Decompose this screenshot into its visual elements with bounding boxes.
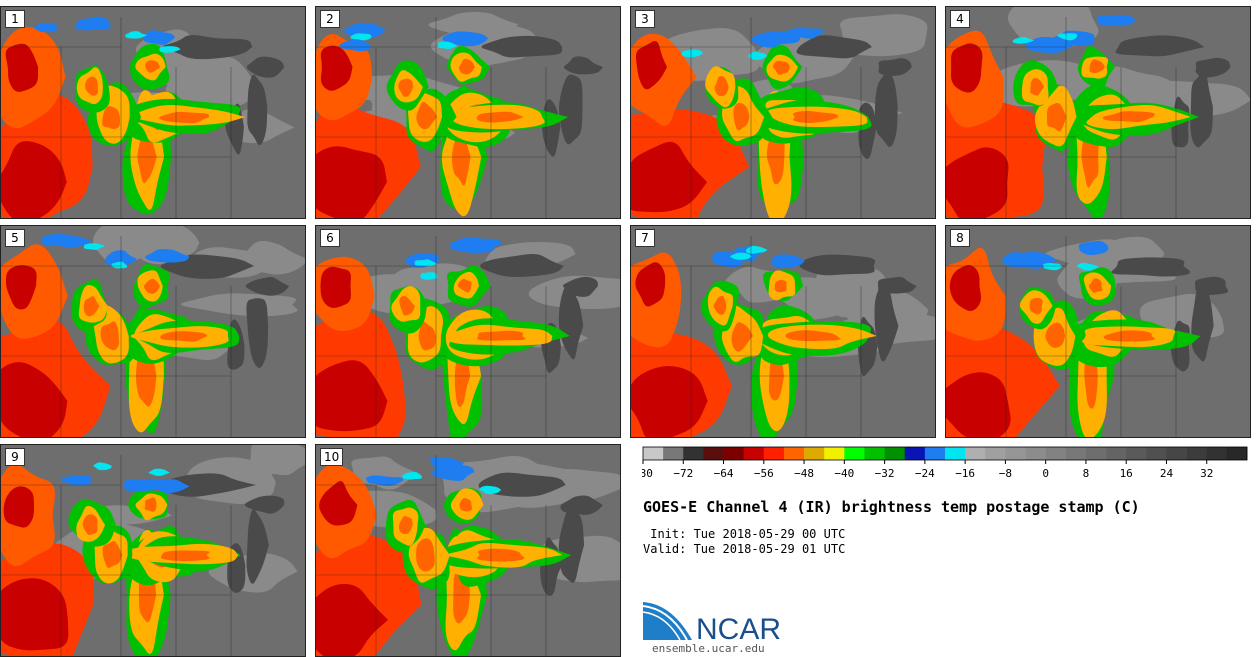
ensemble-member-panel: 7 [630,225,936,438]
ensemble-member-panel: 9 [0,444,306,657]
colorbar-segment [965,447,986,460]
colorbar-tick-label: 8 [1083,467,1090,480]
colorbar-segment [723,447,744,460]
logo-text: NCAR [696,613,781,642]
colorbar-segment [985,447,1006,460]
ensemble-member-panel: 6 [315,225,621,438]
satellite-map [946,7,1250,218]
valid-time: Valid: Tue 2018-05-29 01 UTC [643,542,846,556]
colorbar-tick-label: 32 [1200,467,1213,480]
colorbar-tick-label: −24 [915,467,935,480]
colorbar-segment [743,447,765,460]
colorbar-segment [844,447,865,460]
colorbar-tick-label: −32 [875,467,895,480]
satellite-map [316,226,620,437]
colorbar-segment [1025,447,1046,460]
colorbar-segment [643,447,664,460]
colorbar-segment [783,447,805,460]
colorbar-tick-label: −80 [642,467,653,480]
satellite-map [316,445,620,656]
colorbar-segment [1226,447,1248,460]
colorbar-segment [924,447,946,460]
colorbar-segment [824,447,845,460]
colorbar-segment [703,447,724,460]
colorbar-segment [884,447,906,460]
colorbar-tick-label: −8 [999,467,1012,480]
ensemble-member-panel: 2 [315,6,621,219]
satellite-map [1,7,305,218]
colorbar-segment [1146,447,1167,460]
ncar-logo: NCAR [642,602,781,642]
init-time: Init: Tue 2018-05-29 00 UTC [643,527,846,541]
colorbar-segment [1085,447,1107,460]
satellite-map [316,7,620,218]
colorbar-segment [945,447,966,460]
member-label: 4 [950,10,970,28]
colorbar-segment [904,447,926,460]
satellite-map [946,226,1250,437]
ensemble-member-panel: 4 [945,6,1251,219]
member-label: 10 [320,448,344,466]
colorbar-segment [864,447,885,460]
member-label: 2 [320,10,340,28]
colorbar-tick-label: −72 [673,467,693,480]
colorbar-tick-label: −56 [754,467,774,480]
colorbar-tick-label: −48 [794,467,814,480]
colorbar-segment [763,447,785,460]
member-label: 7 [635,229,655,247]
colorbar-tick-label: 24 [1160,467,1174,480]
ensemble-member-panel: 10 [315,444,621,657]
ensemble-member-panel: 1 [0,6,306,219]
colorbar-segment [1166,447,1187,460]
satellite-map [1,445,305,656]
colorbar-segment [1106,447,1127,460]
colorbar-segment [663,447,684,460]
colorbar-segment [1206,447,1228,460]
member-label: 3 [635,10,655,28]
colorbar-segment [804,447,825,460]
member-label: 8 [950,229,970,247]
colorbar-tick-label: −16 [955,467,975,480]
colorbar-tick-label: 0 [1042,467,1049,480]
member-label: 1 [5,10,25,28]
colorbar-segment [1186,447,1208,460]
colorbar-segment [1065,447,1087,460]
satellite-map [1,226,305,437]
colorbar-tick-label: −64 [714,467,734,480]
satellite-map [631,7,935,218]
colorbar-tick-label: 16 [1120,467,1133,480]
product-title: GOES-E Channel 4 (IR) brightness temp po… [643,498,1140,516]
member-label: 9 [5,448,25,466]
member-label: 6 [320,229,340,247]
colorbar-segment [1005,447,1026,460]
colorbar-segment [1045,447,1067,460]
colorbar-segment [1126,447,1147,460]
ensemble-member-panel: 5 [0,225,306,438]
ensemble-member-panel: 3 [630,6,936,219]
colorbar-tick-label: −40 [834,467,854,480]
member-label: 5 [5,229,25,247]
colorbar-segment [683,447,704,460]
satellite-map [631,226,935,437]
logo-url: ensemble.ucar.edu [652,642,765,655]
ensemble-member-panel: 8 [945,225,1251,438]
